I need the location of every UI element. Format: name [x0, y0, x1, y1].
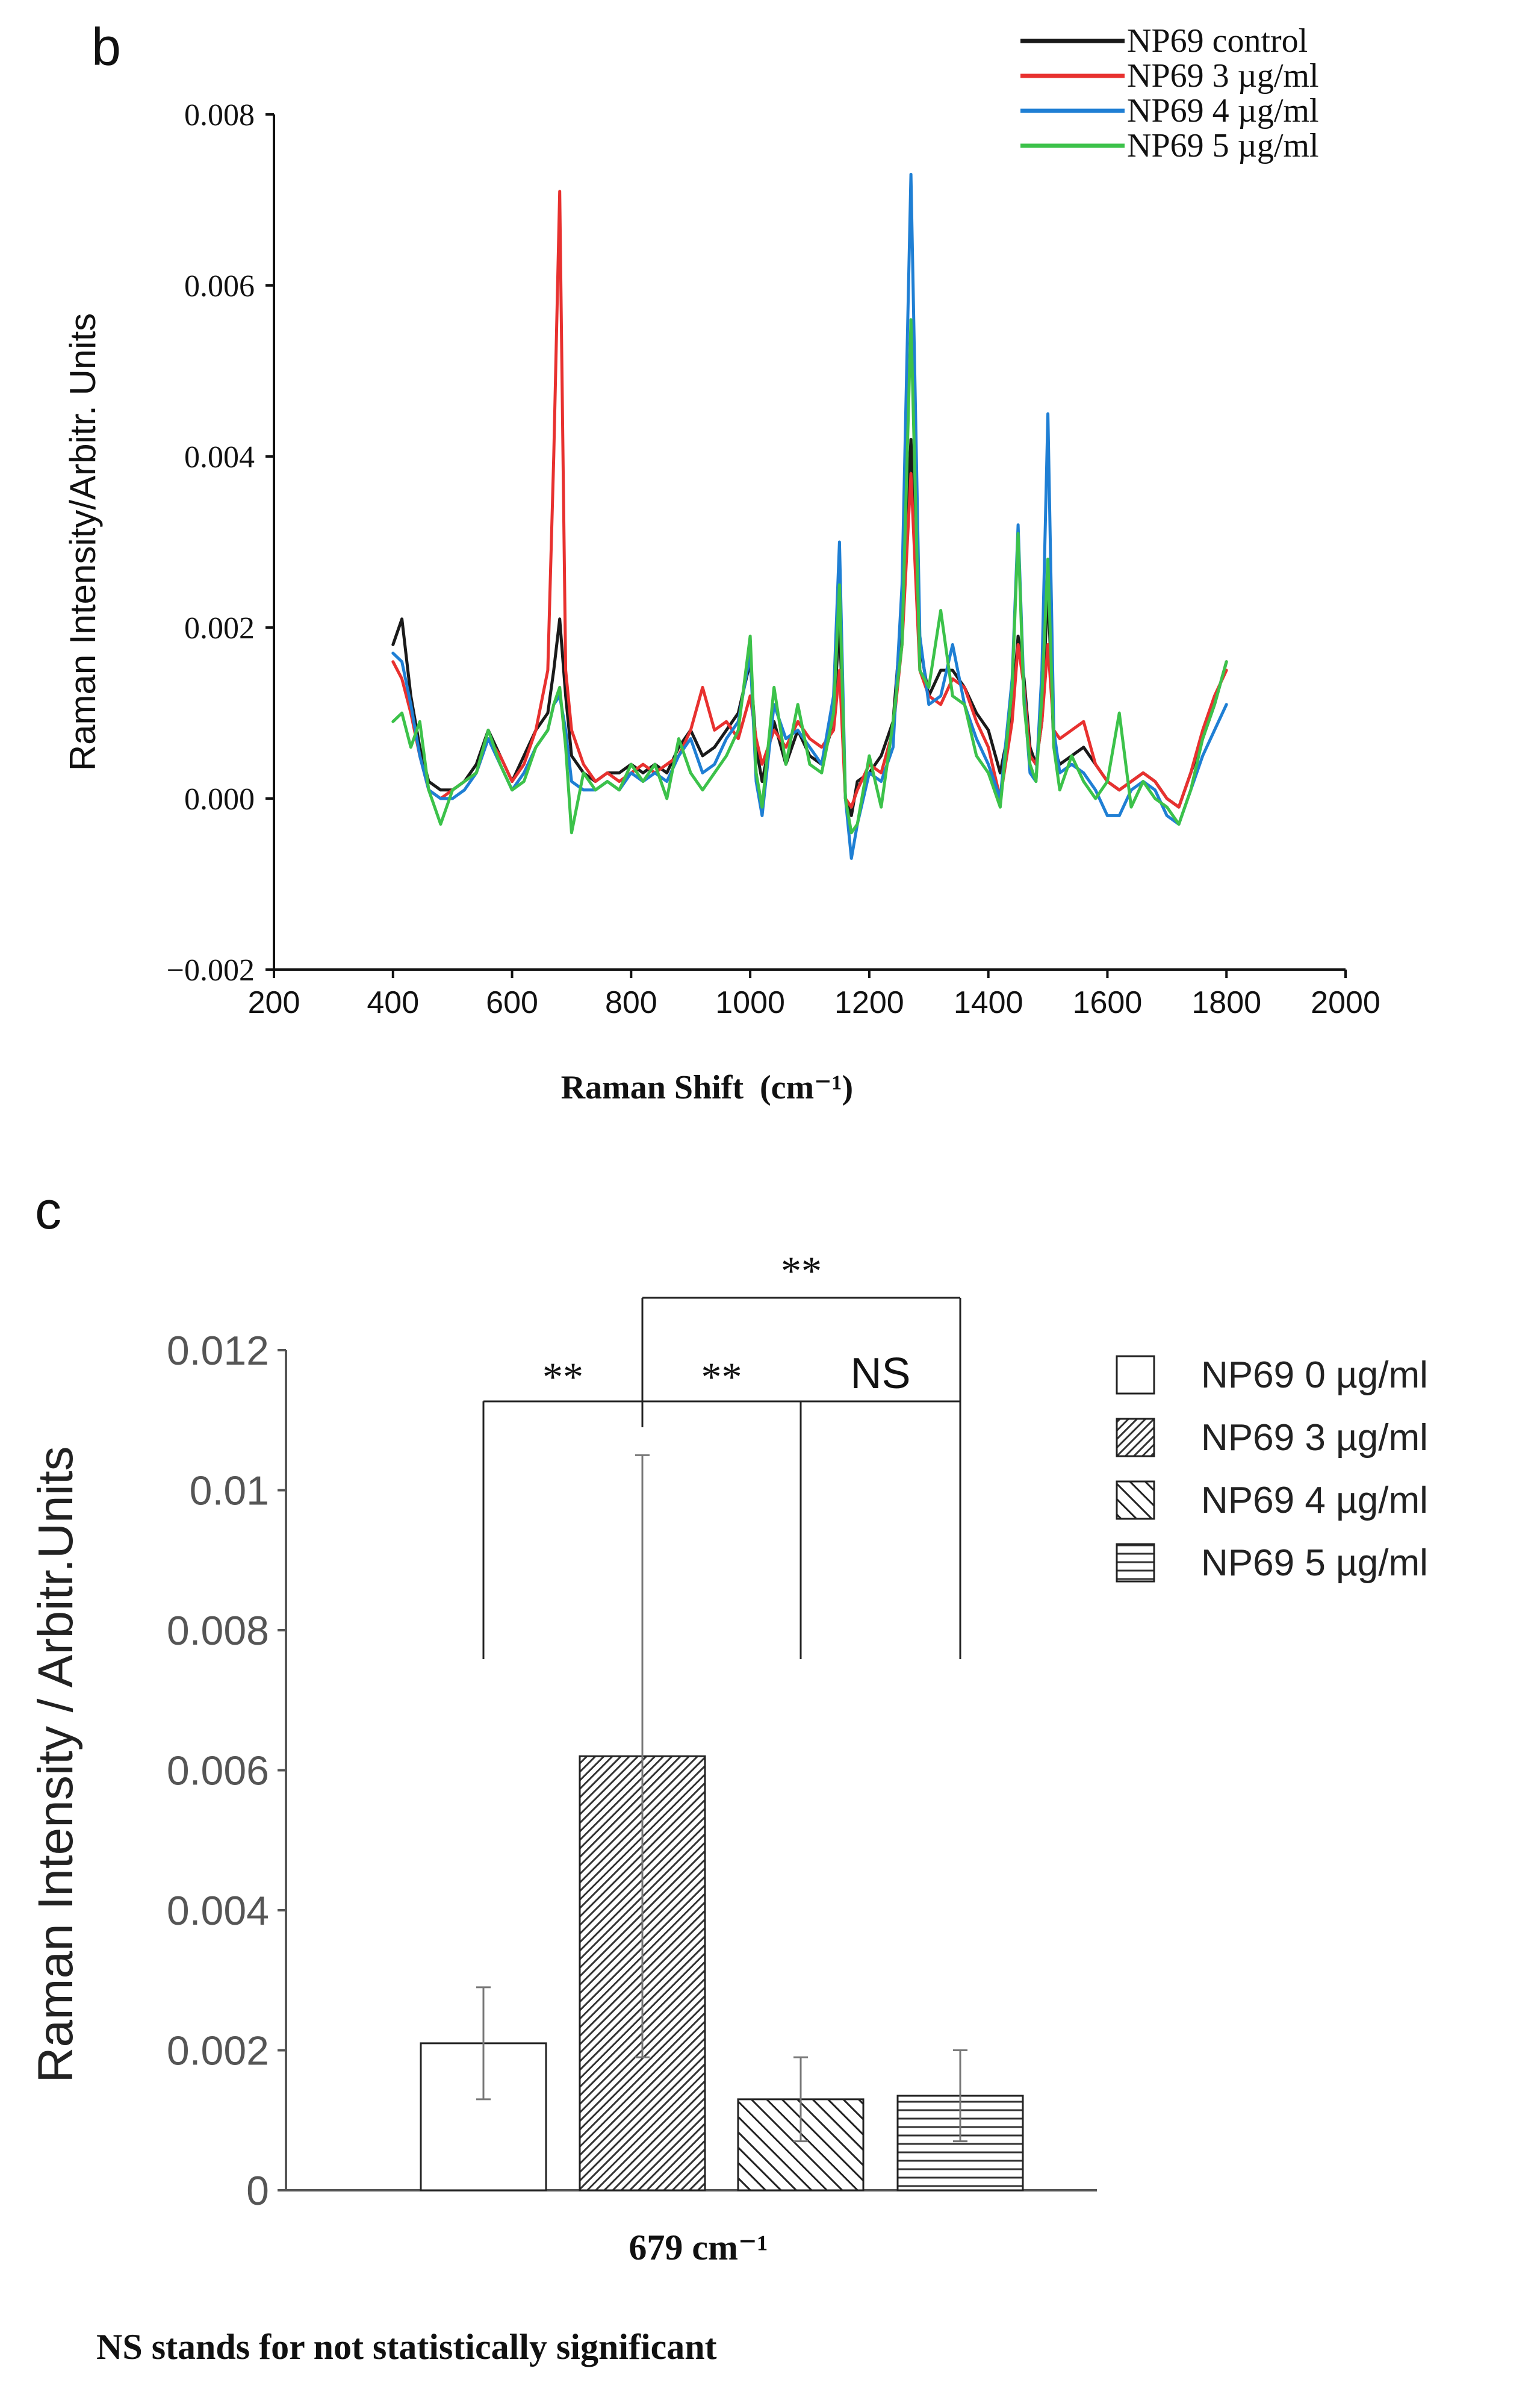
- c-legend: NP69 0 µg/ml NP69 3 µg/ml NP69 4 µg/ml NP69…: [1116, 1354, 1428, 1584]
- c-legend-label: NP69 5 µg/ml: [1201, 1542, 1428, 1584]
- c-bars: [420, 1454, 1024, 2191]
- b-y-axis-label: Raman Intensity/Arbitr. Units: [63, 313, 103, 771]
- c-legend-swatch: [1116, 1543, 1155, 1583]
- c-legend-label: NP69 3 µg/ml: [1201, 1417, 1428, 1459]
- b-x-tick-label: 1400: [954, 985, 1023, 1020]
- c-y-tick-label: 0.008: [167, 1608, 269, 1654]
- c-sig-label: **: [781, 1248, 822, 1294]
- c-footnote: NS stands for not statistically signific…: [96, 2327, 717, 2367]
- c-y-tick-label: 0.002: [167, 2028, 269, 2074]
- c-y-tick-label: 0.004: [167, 1888, 269, 1934]
- b-x-tick-label: 600: [486, 985, 538, 1020]
- b-x-tick-label: 400: [367, 985, 419, 1020]
- b-x-tick-label: 200: [248, 985, 300, 1020]
- c-y-tick-label: 0.006: [167, 1748, 269, 1794]
- b-legend-label: NP69 control: [1127, 22, 1308, 60]
- b-x-tick-label: 800: [605, 985, 657, 1020]
- c-legend-swatch: [1116, 1480, 1155, 1520]
- c-significance-brackets: ** ** NS **: [482, 1248, 961, 1659]
- b-x-tick-label: 1800: [1191, 985, 1261, 1020]
- b-x-tick-label: 2000: [1311, 985, 1380, 1020]
- c-sig-label: **: [701, 1354, 742, 1400]
- b-x-axis-label: Raman Shift: [561, 1069, 744, 1106]
- b-legend-label: NP69 5 µg/ml: [1127, 127, 1319, 164]
- c-sig-label: NS: [850, 1350, 910, 1398]
- b-legend-label: NP69 4 µg/ml: [1127, 92, 1319, 129]
- b-y-tick-label: 0.002: [184, 611, 255, 646]
- c-y-tick-label: 0: [246, 2168, 269, 2214]
- b-x-tick-label: 1200: [834, 985, 904, 1020]
- c-y-tick-label: 0.01: [190, 1468, 269, 1514]
- panel-c-label: c: [35, 1180, 61, 1240]
- b-legend-label: NP69 3 µg/ml: [1127, 57, 1319, 95]
- panel-b-label: b: [92, 17, 121, 76]
- c-legend-label: NP69 0 µg/ml: [1201, 1354, 1428, 1396]
- c-legend-swatch: [1116, 1355, 1155, 1395]
- c-x-category-label: 679 cm⁻¹: [629, 2228, 768, 2267]
- b-x-axis-title: Raman Shift (cm⁻¹): [561, 1069, 854, 1106]
- b-series-lines: [391, 172, 1228, 860]
- b-x-axis-unit: (cm⁻¹): [760, 1069, 853, 1106]
- c-y-ticks: 0 0.002 0.004 0.006 0.008 0.01 0.012: [167, 1328, 286, 2214]
- b-series-line-1: [391, 190, 1228, 809]
- b-x-ticks: 200 400 600 800 1000 1200 1400 1600 1800 2000: [248, 970, 1380, 1020]
- c-y-axis-label: Raman Intensity / Arbitr.Units: [28, 1446, 83, 2082]
- b-y-tick-label: 0.000: [184, 782, 255, 817]
- c-legend-label: NP69 4 µg/ml: [1201, 1480, 1428, 1521]
- c-sig-label: **: [542, 1354, 583, 1400]
- b-y-tick-label: 0.008: [184, 98, 255, 132]
- c-y-tick-label: 0.012: [167, 1328, 269, 1374]
- b-x-tick-label: 1000: [715, 985, 785, 1020]
- panel-b-line-chart: b −0.002 0.000 0.002 0.004 0.006 0.008 200 400…: [63, 17, 1380, 1106]
- c-legend-swatch: [1116, 1418, 1155, 1457]
- b-y-tick-label: 0.004: [184, 440, 255, 475]
- b-series-line-3: [391, 318, 1228, 835]
- b-x-tick-label: 1600: [1073, 985, 1143, 1020]
- b-y-tick-label: −0.002: [167, 953, 255, 988]
- b-y-ticks: −0.002 0.000 0.002 0.004 0.006 0.008: [167, 98, 274, 988]
- b-y-tick-label: 0.006: [184, 269, 255, 304]
